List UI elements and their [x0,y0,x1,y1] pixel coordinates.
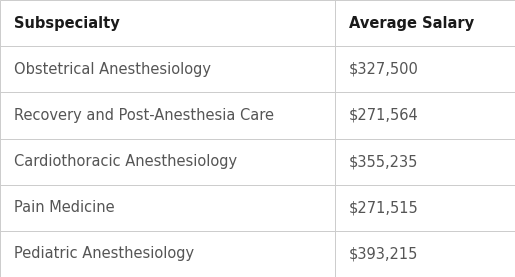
Text: Pain Medicine: Pain Medicine [14,200,115,215]
Text: Recovery and Post-Anesthesia Care: Recovery and Post-Anesthesia Care [14,108,274,123]
Text: $271,564: $271,564 [349,108,419,123]
Text: Cardiothoracic Anesthesiology: Cardiothoracic Anesthesiology [14,154,237,169]
Text: Obstetrical Anesthesiology: Obstetrical Anesthesiology [14,62,211,77]
Text: Average Salary: Average Salary [349,16,474,30]
Text: $327,500: $327,500 [349,62,419,77]
Text: Subspecialty: Subspecialty [14,16,120,30]
Text: Pediatric Anesthesiology: Pediatric Anesthesiology [14,247,194,261]
Text: $355,235: $355,235 [349,154,418,169]
Text: $271,515: $271,515 [349,200,419,215]
Text: $393,215: $393,215 [349,247,418,261]
